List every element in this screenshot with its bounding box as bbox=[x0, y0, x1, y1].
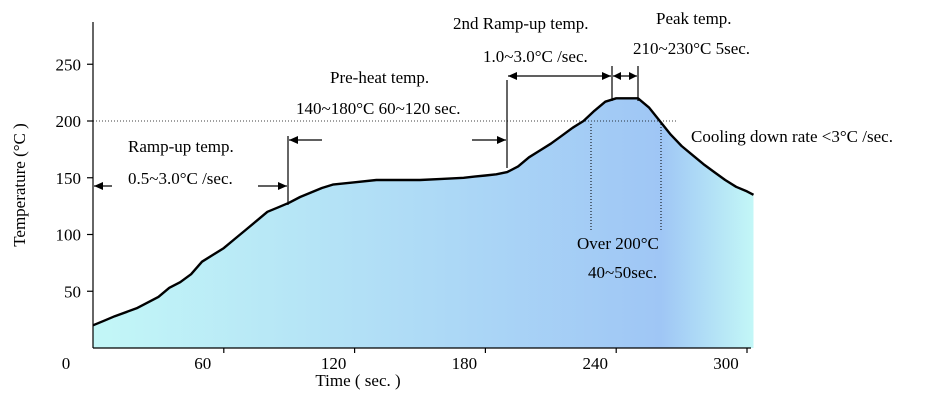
peak-arrowhead-right bbox=[629, 72, 637, 80]
y-tick-label: 150 bbox=[56, 169, 82, 188]
x-tick-label: 240 bbox=[582, 354, 608, 373]
y-tick-label: 200 bbox=[56, 112, 82, 131]
x-tick-label: 180 bbox=[452, 354, 478, 373]
axis-ticks: 0 60 120 180 240 300 50 100 150 200 250 bbox=[56, 55, 748, 373]
temperature-curve bbox=[92, 97, 755, 327]
preheat-arrowhead-right bbox=[497, 136, 506, 144]
y-axis-label: Temperature (°C ) bbox=[10, 123, 29, 247]
preheat-range: 140~180°C 60~120 sec. bbox=[296, 99, 461, 118]
peak-annotation: Peak temp. 210~230°C 5sec. bbox=[613, 9, 750, 101]
preheat-annotation: Pre-heat temp. 140~180°C 60~120 sec. bbox=[289, 68, 506, 144]
temperature-area bbox=[93, 98, 754, 348]
x-tick-label: 60 bbox=[194, 354, 211, 373]
ramp-up-annotation: Ramp-up temp. 0.5~3.0°C /sec. bbox=[94, 137, 287, 190]
peak-title: Peak temp. bbox=[656, 9, 732, 28]
x-tick-label: 120 bbox=[321, 354, 347, 373]
series-line bbox=[92, 97, 755, 327]
ramp2-title: 2nd Ramp-up temp. bbox=[453, 14, 589, 33]
x-tick-label: 300 bbox=[713, 354, 739, 373]
ramp2-annotation: 2nd Ramp-up temp. 1.0~3.0°C /sec. bbox=[453, 14, 613, 101]
over200-annotation: Over 200°C 40~50sec. bbox=[577, 124, 662, 282]
peak-arrowhead-left bbox=[613, 72, 621, 80]
peak-range: 210~230°C 5sec. bbox=[633, 39, 750, 58]
y-tick-label: 250 bbox=[56, 55, 82, 74]
x-axis-label: Time ( sec. ) bbox=[315, 371, 400, 390]
cooling-annotation: Cooling down rate <3°C /sec. bbox=[691, 127, 893, 146]
ramp-up-arrowhead-left bbox=[94, 182, 103, 190]
over200-title: Over 200°C bbox=[577, 234, 659, 253]
ramp-up-arrowhead-right bbox=[278, 182, 287, 190]
over200-time: 40~50sec. bbox=[588, 263, 657, 282]
ramp2-arrowhead-right bbox=[602, 72, 611, 80]
x-tick-label: 0 bbox=[62, 354, 71, 373]
y-tick-label: 100 bbox=[56, 226, 82, 245]
preheat-arrowhead-left bbox=[289, 136, 298, 144]
y-tick-label: 50 bbox=[64, 282, 81, 301]
ramp-up-rate: 0.5~3.0°C /sec. bbox=[128, 169, 233, 188]
area-fill bbox=[93, 98, 754, 348]
ramp2-rate: 1.0~3.0°C /sec. bbox=[483, 47, 588, 66]
ramp2-arrowhead-left bbox=[508, 72, 517, 80]
preheat-title: Pre-heat temp. bbox=[330, 68, 429, 87]
ramp-up-title: Ramp-up temp. bbox=[128, 137, 234, 156]
